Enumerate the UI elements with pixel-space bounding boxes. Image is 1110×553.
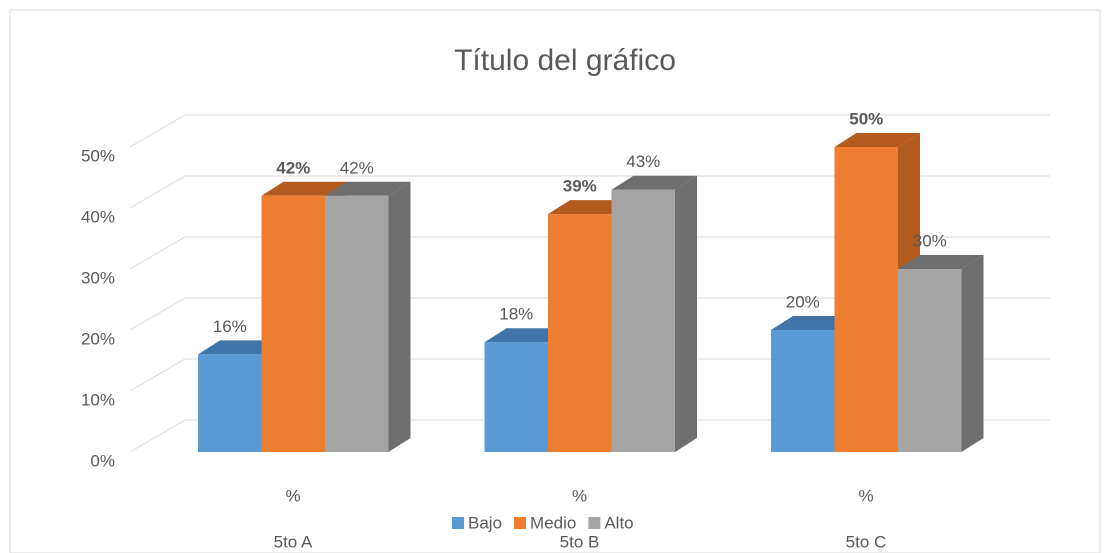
x-subcategory-label: %: [285, 486, 300, 505]
y-tick-label: 40%: [81, 207, 115, 226]
grid-line: [129, 358, 1050, 392]
bar: [548, 214, 612, 452]
chart-title: Título del gráfico: [454, 44, 676, 77]
bar: [834, 147, 898, 452]
bar: [611, 189, 675, 452]
data-label: 30%: [913, 231, 947, 250]
legend-swatch: [452, 517, 464, 529]
y-tick-label: 30%: [81, 268, 115, 287]
legend-swatch: [514, 517, 527, 529]
data-label: 43%: [626, 152, 660, 171]
legend-swatch: [588, 517, 601, 529]
bar: [898, 269, 962, 452]
bar: [261, 195, 325, 453]
bar: [198, 354, 262, 452]
bar-top: [261, 181, 347, 196]
data-label: 39%: [563, 177, 597, 196]
data-label: 20%: [786, 292, 820, 311]
bar-top: [834, 133, 920, 147]
bar: [484, 342, 548, 452]
grid-line: [129, 236, 1050, 270]
legend-label: Alto: [604, 513, 633, 532]
bar-side: [961, 255, 984, 452]
data-label: 16%: [213, 317, 247, 336]
legend-label: Medio: [530, 513, 576, 532]
y-tick-label: 10%: [81, 390, 115, 409]
data-label: 18%: [499, 305, 533, 324]
y-tick-label: 20%: [81, 329, 115, 348]
bar: [771, 330, 835, 452]
bar-top: [325, 181, 411, 196]
grid-line: [129, 419, 1050, 453]
data-label: 50%: [849, 109, 883, 128]
x-tick-label: 5to B: [560, 532, 600, 551]
bar-top: [898, 255, 984, 269]
x-tick-label: 5to C: [846, 532, 887, 551]
bar-side: [388, 181, 411, 453]
grid-line: [129, 297, 1050, 331]
x-subcategory-label: %: [858, 486, 873, 505]
bar-side: [675, 175, 697, 452]
x-tick-label: 5to A: [274, 532, 313, 551]
data-label: 42%: [340, 158, 374, 177]
grid-line: [129, 114, 1050, 148]
grid-line: [129, 175, 1050, 209]
y-tick-label: 0%: [90, 451, 115, 470]
legend-label: Bajo: [468, 513, 502, 532]
data-label: 42%: [276, 158, 310, 177]
y-tick-label: 50%: [81, 146, 115, 165]
bar-top: [611, 175, 697, 190]
x-subcategory-label: %: [572, 486, 587, 505]
bar: [325, 195, 389, 453]
